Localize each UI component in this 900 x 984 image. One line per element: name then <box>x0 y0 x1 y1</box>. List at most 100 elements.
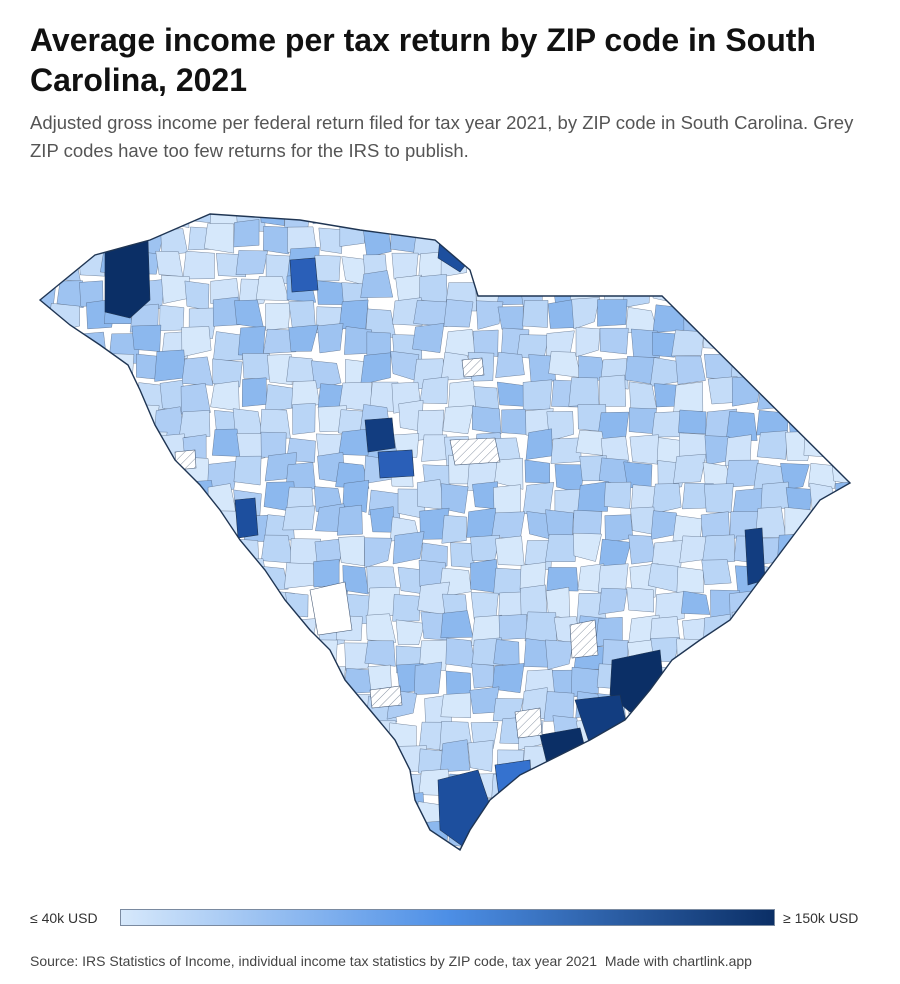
zip-area <box>649 250 676 284</box>
zip-area <box>472 329 499 357</box>
zip-area <box>208 589 241 615</box>
zip-area <box>53 665 85 693</box>
zip-area <box>238 644 265 672</box>
zip-area <box>858 646 885 671</box>
zip-area <box>183 717 213 749</box>
zip-area <box>757 221 789 250</box>
zip-area <box>676 638 707 667</box>
zip-area <box>675 355 706 385</box>
zip-area <box>700 823 733 847</box>
zip-area <box>40 669 56 699</box>
zip-area <box>208 743 240 768</box>
credit-link[interactable]: Made with chartlink.app <box>604 953 752 969</box>
zip-area <box>778 328 809 358</box>
south-carolina-zip-map <box>38 213 889 852</box>
zip-area <box>74 588 104 618</box>
zip-area <box>471 405 502 435</box>
zip-area <box>127 642 161 667</box>
zip-area <box>209 643 239 673</box>
zip-area <box>864 278 889 309</box>
zip-area <box>836 749 850 776</box>
zip-area <box>753 594 783 620</box>
zip-area <box>680 766 710 796</box>
zip-area <box>129 482 159 511</box>
zip-area <box>501 793 531 822</box>
zip-area-high <box>104 239 151 319</box>
zip-area <box>236 773 266 805</box>
chart-title: Average income per tax return by ZIP cod… <box>30 22 816 98</box>
zip-area <box>813 510 841 540</box>
zip-area <box>599 327 629 355</box>
zip-area <box>107 406 136 436</box>
zip-area <box>160 228 188 256</box>
zip-area <box>130 214 160 229</box>
zip-area <box>208 821 239 850</box>
zip-area <box>758 748 787 775</box>
zip-area <box>501 223 526 253</box>
zip-area <box>313 639 338 669</box>
zip-area <box>704 353 735 380</box>
zip-area <box>782 660 813 690</box>
zip-area <box>626 214 656 224</box>
zip-area <box>652 304 686 333</box>
zip-area <box>130 775 159 805</box>
zip-area <box>729 590 756 624</box>
zip-area <box>498 847 526 850</box>
zip-area <box>338 299 369 331</box>
zip-area <box>787 225 813 254</box>
zip-area <box>56 846 83 850</box>
zip-area <box>134 825 165 850</box>
zip-area <box>311 747 339 778</box>
zip-area <box>731 741 764 768</box>
zip-area <box>678 796 708 827</box>
zip-area <box>678 409 707 435</box>
zip-area <box>705 642 732 673</box>
zip-area <box>259 713 286 745</box>
zip-area <box>677 214 704 225</box>
zip-area <box>158 562 187 591</box>
zip-area <box>810 324 844 357</box>
zip-area <box>178 410 211 438</box>
zip-area <box>674 276 705 305</box>
zip-area <box>787 250 818 283</box>
zip-area <box>261 696 294 726</box>
zip-area <box>106 458 135 489</box>
zip-area <box>56 280 84 309</box>
zip-area <box>605 846 634 850</box>
zip-area <box>231 671 264 699</box>
zip-area <box>858 751 887 778</box>
zip-area <box>155 638 183 670</box>
zip-area <box>440 610 474 639</box>
zip-area <box>677 741 710 771</box>
zip-area <box>783 774 813 801</box>
zip-area <box>623 793 652 824</box>
zip-area <box>283 667 315 701</box>
zip-area <box>805 281 831 309</box>
zip-area <box>725 411 758 441</box>
zip-area <box>728 272 759 305</box>
zip-area <box>476 251 508 280</box>
zip-area <box>708 720 738 750</box>
zip-area <box>83 561 111 587</box>
zip-area <box>234 299 264 329</box>
zip-area <box>604 514 634 544</box>
zip-area <box>111 560 139 590</box>
zip-area <box>47 251 81 282</box>
zip-area <box>338 535 365 567</box>
zip-area <box>235 250 269 276</box>
zip-area <box>805 585 831 613</box>
zip-area <box>603 822 635 850</box>
zip-area <box>267 354 293 386</box>
zip-area <box>156 661 188 692</box>
zip-area <box>40 608 60 642</box>
zip-area <box>210 537 240 564</box>
zip-area <box>102 690 137 719</box>
zip-area-high <box>234 497 259 539</box>
zip-area <box>603 795 631 824</box>
zip-area <box>572 767 602 796</box>
zip-area <box>55 378 84 407</box>
zip-area <box>731 609 757 639</box>
zip-area <box>263 616 290 647</box>
zip-area <box>80 797 110 830</box>
zip-area <box>40 351 57 379</box>
